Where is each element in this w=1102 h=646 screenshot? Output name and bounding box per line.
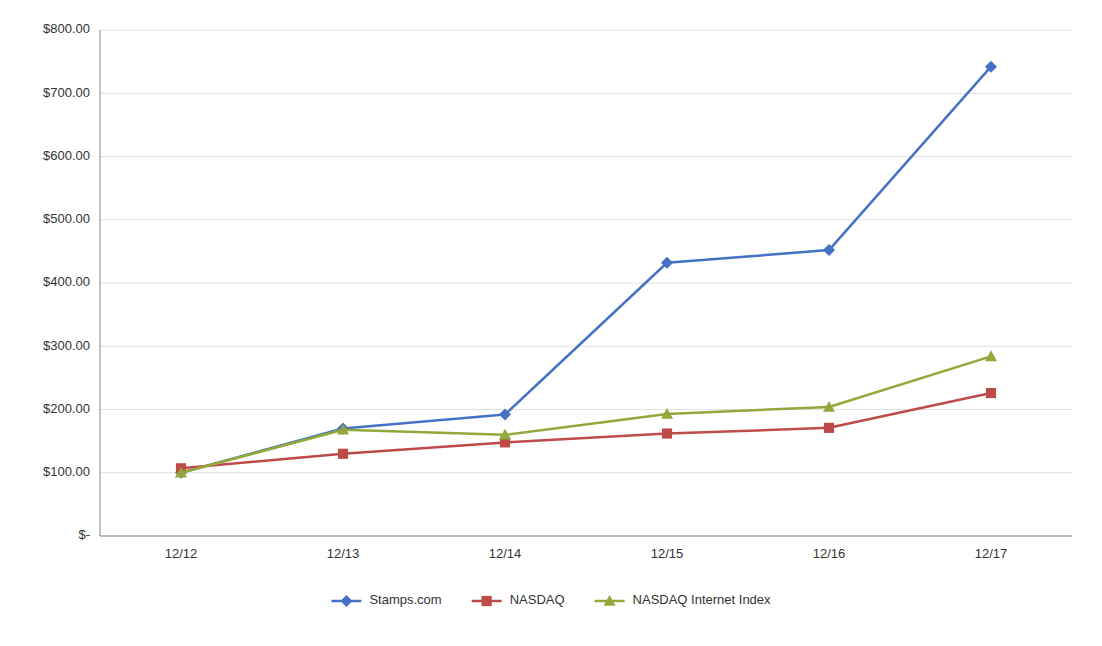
y-tick-label: $400.00	[43, 274, 90, 289]
chart: $- $100.00 $200.00 $300.00 $400.00 $500.00 $60…	[0, 0, 1102, 646]
point-marker	[337, 422, 349, 434]
x-tick-label: 12/14	[489, 546, 522, 561]
series-line	[181, 356, 991, 472]
series-line	[181, 67, 991, 473]
series	[175, 350, 997, 477]
series	[176, 388, 996, 473]
y-tick-label: $700.00	[43, 85, 90, 100]
series	[175, 61, 997, 479]
x-axis-line	[100, 536, 1072, 537]
y-tick-label: $200.00	[43, 401, 90, 416]
grid-line	[100, 409, 1072, 410]
point-marker	[499, 409, 511, 421]
grid-line	[100, 93, 1072, 94]
y-tick-label: $800.00	[43, 21, 90, 36]
grid-line	[100, 346, 1072, 347]
y-axis-line	[100, 30, 101, 536]
grid-line	[100, 219, 1072, 220]
point-marker	[175, 467, 187, 478]
y-tick-label: $-	[78, 527, 90, 542]
legend-label: Stamps.com	[369, 592, 441, 607]
legend-label: NASDAQ	[510, 592, 565, 607]
point-marker	[661, 257, 673, 269]
legend: Stamps.com NASDAQ NASDAQ Internet Index	[331, 592, 771, 607]
point-marker	[985, 61, 997, 73]
legend-label: NASDAQ Internet Index	[633, 592, 772, 607]
grid-line	[100, 30, 1072, 31]
legend-item: NASDAQ	[472, 592, 565, 607]
series-line	[181, 393, 991, 468]
point-marker	[824, 423, 834, 433]
point-marker	[823, 244, 835, 256]
y-tick-label: $600.00	[43, 148, 90, 163]
x-tick-label: 12/17	[975, 546, 1008, 561]
legend-item: NASDAQ Internet Index	[595, 592, 772, 607]
grid-line	[100, 156, 1072, 157]
legend-marker	[604, 595, 616, 606]
point-marker	[337, 424, 349, 435]
plot-area	[175, 61, 997, 479]
point-marker	[662, 428, 672, 438]
point-marker	[338, 449, 348, 459]
point-marker	[661, 408, 673, 419]
legend-marker	[482, 596, 492, 606]
point-marker	[986, 388, 996, 398]
x-tick-label: 12/12	[165, 546, 198, 561]
x-axis: 12/12 12/13 12/14 12/15 12/16 12/17	[165, 546, 1008, 561]
legend-item: Stamps.com	[331, 592, 441, 607]
grid-line	[100, 536, 1072, 537]
legend-marker	[340, 595, 352, 607]
y-tick-label: $100.00	[43, 464, 90, 479]
point-marker	[499, 429, 511, 440]
x-tick-label: 12/15	[651, 546, 684, 561]
grid-line	[100, 283, 1072, 284]
point-marker	[985, 350, 997, 361]
y-tick-label: $500.00	[43, 211, 90, 226]
x-tick-label: 12/13	[327, 546, 360, 561]
grid-line	[100, 472, 1072, 473]
y-axis: $- $100.00 $200.00 $300.00 $400.00 $500.00 $60…	[43, 21, 1072, 542]
point-marker	[823, 401, 835, 412]
y-tick-label: $300.00	[43, 338, 90, 353]
x-tick-label: 12/16	[813, 546, 846, 561]
